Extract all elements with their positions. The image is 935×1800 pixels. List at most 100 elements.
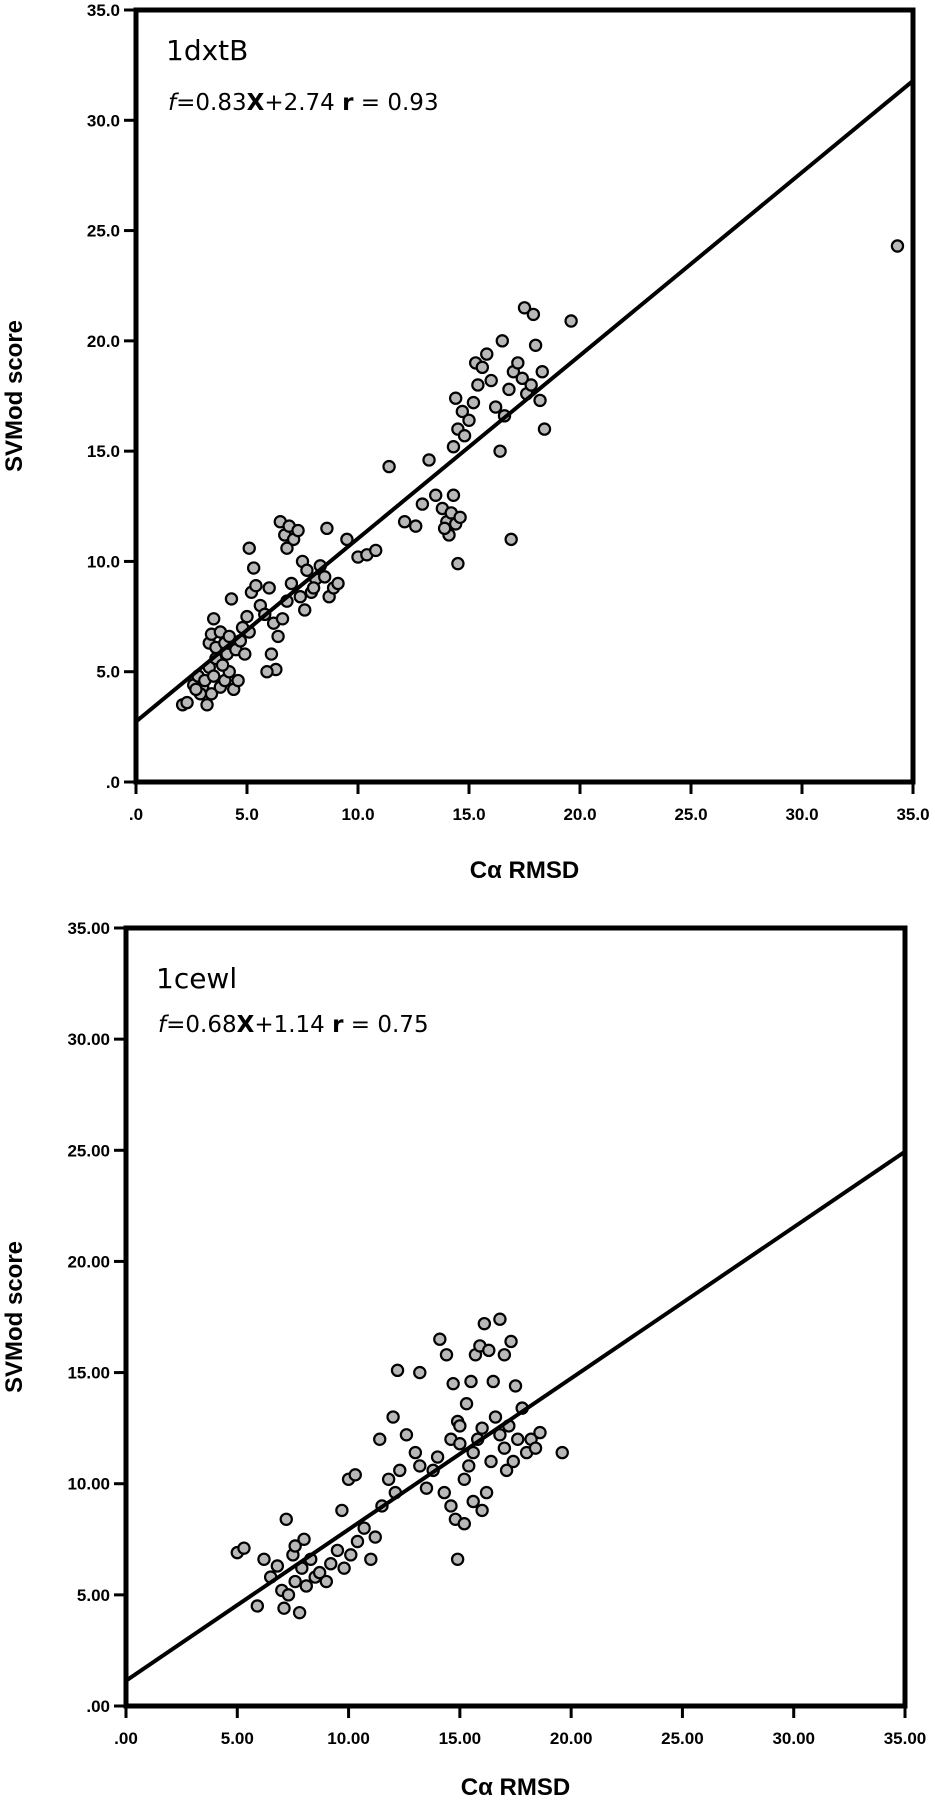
data-point	[433, 1332, 447, 1346]
data-point	[453, 1419, 467, 1433]
x-tick-label: 5.00	[221, 1729, 254, 1748]
data-point	[393, 1463, 407, 1478]
data-point	[504, 532, 518, 547]
data-point	[222, 629, 236, 644]
data-point	[189, 682, 203, 697]
y-tick-label: 25.0	[87, 222, 120, 241]
data-point	[250, 1599, 265, 1613]
data-point	[237, 1541, 251, 1555]
data-point	[450, 1552, 465, 1566]
data-point	[564, 314, 578, 328]
data-point	[279, 1512, 293, 1526]
data-point	[373, 1432, 387, 1446]
data-point	[488, 1410, 503, 1424]
equation-x: X	[237, 1012, 255, 1038]
data-point	[506, 1454, 520, 1469]
data-point	[344, 1548, 358, 1562]
equation-rest: +2.74	[264, 90, 342, 116]
data-point	[484, 1454, 498, 1469]
x-tick-label: 30.0	[785, 805, 818, 824]
x-tick-label: .0	[129, 805, 143, 824]
data-point	[330, 1543, 345, 1558]
data-point	[335, 1503, 349, 1518]
data-point	[324, 1557, 338, 1571]
data-point	[477, 1316, 492, 1331]
data-point	[242, 541, 256, 555]
data-point	[413, 1365, 427, 1380]
data-point	[462, 1459, 476, 1473]
x-axis-label: Cα RMSD	[461, 1774, 570, 1800]
data-point	[533, 1425, 547, 1440]
y-tick-label: 15.00	[67, 1364, 110, 1383]
data-point	[517, 301, 532, 315]
data-point	[499, 1463, 514, 1478]
data-point	[475, 1503, 489, 1518]
equation-r-value: = 0.75	[343, 1012, 428, 1038]
x-tick-label: 35.00	[884, 1729, 927, 1748]
data-point	[399, 1428, 414, 1442]
data-point	[453, 510, 467, 525]
equation-expr: =0.83	[176, 90, 246, 116]
data-point	[457, 429, 472, 443]
data-point	[409, 519, 423, 533]
y-tick-label: .00	[86, 1697, 110, 1716]
data-point	[504, 1334, 518, 1349]
data-point	[462, 413, 476, 427]
data-point	[528, 338, 543, 352]
data-point	[240, 609, 254, 624]
data-point	[231, 673, 245, 688]
equation-fn: f	[158, 1012, 169, 1038]
data-point	[318, 570, 332, 584]
data-point	[246, 561, 261, 575]
y-tick-label: 35.00	[67, 919, 110, 938]
data-point	[264, 647, 279, 661]
y-tick-label: 10.00	[67, 1475, 110, 1494]
data-point	[297, 1532, 311, 1546]
data-point	[298, 603, 312, 617]
data-point	[466, 1494, 480, 1509]
data-point	[419, 1481, 434, 1495]
y-tick-label: 35.0	[87, 1, 120, 20]
data-point	[446, 440, 461, 454]
data-point	[533, 393, 547, 408]
data-point	[281, 1588, 296, 1602]
equation-fn: f	[168, 90, 179, 116]
y-axis-label: SVMod score	[1, 1241, 28, 1393]
x-tick-label: 25.0	[674, 805, 707, 824]
data-point	[280, 541, 294, 555]
data-point	[555, 1445, 569, 1460]
x-tick-label: 15.0	[452, 805, 485, 824]
data-point	[300, 563, 314, 577]
x-tick-label: 20.0	[563, 805, 596, 824]
y-tick-label: 20.00	[67, 1252, 110, 1271]
data-point	[319, 1574, 334, 1589]
data-point	[206, 669, 221, 683]
x-tick-label: 35.0	[896, 805, 929, 824]
data-point	[482, 1343, 496, 1358]
data-point	[260, 665, 274, 679]
y-tick-label: 5.0	[96, 663, 120, 682]
data-point	[437, 1485, 451, 1500]
data-point	[291, 523, 305, 538]
data-point	[386, 1410, 400, 1424]
panel-title: 1cewl	[156, 962, 237, 995]
x-tick-label: 15.00	[439, 1729, 482, 1748]
data-point	[493, 444, 507, 458]
x-tick-label: .00	[114, 1729, 138, 1748]
y-tick-label: 15.0	[87, 442, 120, 461]
x-tick-label: 25.00	[661, 1729, 704, 1748]
data-point	[511, 356, 525, 370]
data-point	[340, 532, 354, 547]
data-point	[493, 1312, 507, 1326]
data-point	[320, 521, 334, 536]
data-point	[471, 378, 485, 392]
data-point	[312, 1565, 327, 1580]
data-point	[455, 404, 470, 419]
equation-r: r	[332, 1012, 344, 1038]
regression-line	[136, 79, 913, 724]
data-point	[206, 612, 221, 626]
chart-panel-1dxtB: .0 5.0 10.0 15.0 20.0 25.0 30.0 35.0 .0 5.0 10.0 15…	[1, 1, 930, 884]
data-point	[293, 590, 307, 604]
data-point	[429, 488, 443, 502]
